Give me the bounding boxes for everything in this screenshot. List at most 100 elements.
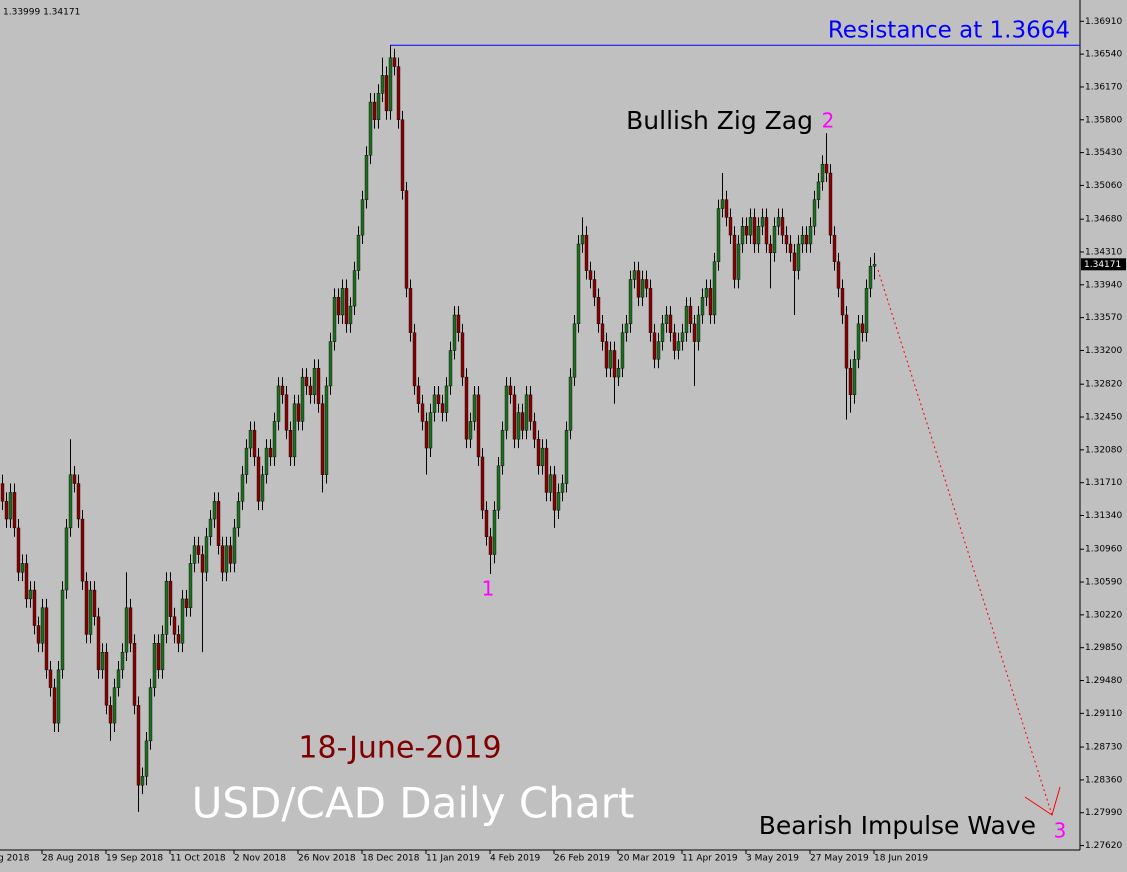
y-tick-label: 1.30590 xyxy=(1085,578,1122,588)
candle-body xyxy=(112,687,117,724)
candle-body xyxy=(812,199,817,227)
y-tick-label: 1.32080 xyxy=(1085,445,1122,455)
candle-body xyxy=(292,403,297,458)
y-tick-label: 1.34680 xyxy=(1085,215,1122,225)
candle-body xyxy=(564,430,569,484)
projection-arrowhead xyxy=(1024,786,1061,816)
candle-body xyxy=(824,163,829,174)
candle-body xyxy=(532,421,537,440)
candle-body xyxy=(804,234,809,245)
candle-body xyxy=(600,323,605,342)
candle-body xyxy=(88,589,93,635)
candle-body xyxy=(240,474,245,502)
candle-body xyxy=(260,474,265,502)
candle-body xyxy=(524,394,529,431)
candle-body xyxy=(716,208,721,262)
candle-body xyxy=(36,625,41,644)
candle-body xyxy=(192,545,197,564)
candle-body xyxy=(264,447,269,475)
candle-body xyxy=(844,314,849,369)
candle-body xyxy=(92,589,97,617)
candle-body xyxy=(352,270,357,307)
candle-body xyxy=(776,217,781,227)
candle-body xyxy=(648,288,653,333)
candle-body xyxy=(204,536,209,573)
projection-line xyxy=(877,269,1053,816)
candle-body xyxy=(228,545,233,564)
candle-body xyxy=(120,651,125,671)
candle-body xyxy=(320,403,325,475)
candle-body xyxy=(136,705,141,786)
last-price-label: 1.34171 xyxy=(1084,260,1121,270)
candle-body xyxy=(572,323,577,378)
candle-body xyxy=(732,234,737,280)
candle-body xyxy=(76,483,81,520)
candle-body xyxy=(368,101,373,156)
candle-body xyxy=(444,385,449,413)
plot xyxy=(0,45,877,812)
candle-body xyxy=(232,527,237,564)
candle-body xyxy=(672,332,677,351)
candle-body xyxy=(500,430,505,467)
candle-body xyxy=(8,492,13,520)
candle-body xyxy=(720,199,725,209)
candle-body xyxy=(548,474,553,493)
candle-body xyxy=(472,394,477,422)
candle-body xyxy=(244,447,249,475)
y-tick-label: 1.32820 xyxy=(1085,380,1122,390)
y-tick-label: 1.29850 xyxy=(1085,643,1122,653)
candle-body xyxy=(156,643,161,671)
candle-body xyxy=(332,297,337,342)
candle-body xyxy=(12,492,17,529)
candle-body xyxy=(856,323,861,360)
candle-body xyxy=(280,385,285,396)
candle-body xyxy=(832,234,837,262)
y-tick-label: 1.36170 xyxy=(1085,82,1122,92)
y-tick-label: 1.36540 xyxy=(1085,50,1122,60)
candle-body xyxy=(360,199,365,236)
candle-body xyxy=(740,226,745,245)
candle-body xyxy=(64,527,69,591)
x-tick-label: 11 Apr 2019 xyxy=(682,854,738,864)
candle-body xyxy=(452,314,457,351)
candle-body xyxy=(620,332,625,369)
candle-body xyxy=(476,394,481,458)
candle-body xyxy=(656,341,661,360)
candle-body xyxy=(724,199,729,218)
candle-body xyxy=(808,226,813,245)
candle-body xyxy=(388,57,393,112)
candle-body xyxy=(184,598,189,608)
candle-body xyxy=(284,394,289,431)
candle-body xyxy=(296,403,301,422)
candle-body xyxy=(436,394,441,404)
candle-body xyxy=(328,341,333,387)
candle-body xyxy=(768,243,773,254)
candle-body xyxy=(560,483,565,493)
candle-body xyxy=(676,341,681,351)
candle-body xyxy=(128,607,133,644)
x-tick-label: 20 Mar 2019 xyxy=(618,854,675,864)
candle-body xyxy=(852,359,857,396)
candle-body xyxy=(72,474,77,484)
candle-body xyxy=(384,75,389,112)
candle-body xyxy=(300,376,305,422)
candle-body xyxy=(248,430,253,449)
candle-body xyxy=(124,607,129,653)
candle-body xyxy=(544,447,549,493)
candle-body xyxy=(216,501,221,546)
candle-body xyxy=(364,155,369,200)
candle-body xyxy=(392,57,397,67)
y-tick-label: 1.31710 xyxy=(1085,478,1122,488)
candle-body xyxy=(512,394,517,440)
candle-body xyxy=(596,297,601,325)
candle-body xyxy=(688,305,693,325)
candle-body xyxy=(28,589,33,600)
candle-body xyxy=(4,501,9,520)
candle-body xyxy=(412,332,417,387)
candle-body xyxy=(568,376,573,431)
y-tick-label: 1.34310 xyxy=(1085,247,1122,257)
x-tick-label: 4 Feb 2019 xyxy=(490,854,541,864)
candle-body xyxy=(576,243,581,325)
x-tick-label: 18 Jun 2019 xyxy=(874,854,928,864)
